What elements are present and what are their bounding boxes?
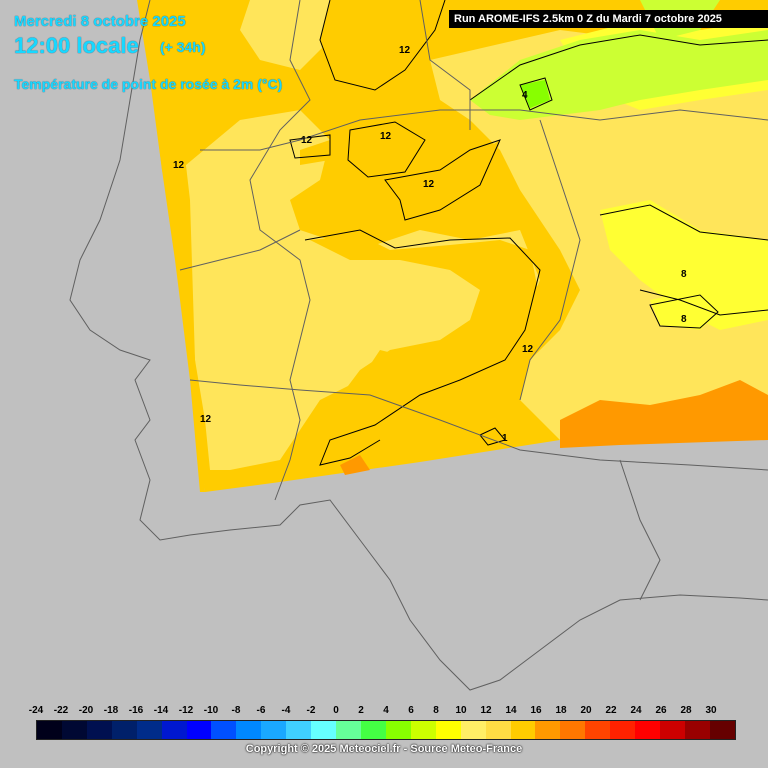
forecast-date: Mercredi 8 octobre 2025 [14, 13, 186, 30]
legend-tick-label: -14 [153, 705, 169, 716]
field-orange [300, 140, 330, 165]
legend-swatch [186, 721, 212, 739]
legend-swatch [585, 721, 611, 739]
legend-swatch [635, 721, 661, 739]
contour-label: 12 [522, 344, 534, 355]
legend-swatch [61, 721, 87, 739]
legend-swatch [311, 721, 337, 739]
field-dark-orange [560, 380, 768, 448]
legend-tick-label: -24 [28, 705, 44, 716]
forecast-lead-time: (+ 34h) [160, 39, 206, 55]
contour-label: 12 [399, 45, 411, 56]
legend-tick-label: 24 [630, 705, 642, 716]
legend-tick-label: -22 [53, 705, 69, 716]
legend-tick-label: -12 [178, 705, 194, 716]
legend-swatch [360, 721, 386, 739]
field-orange [410, 140, 500, 220]
run-info: Run AROME-IFS 2.5km 0 Z du Mardi 7 octob… [449, 10, 768, 28]
field-orange [350, 120, 430, 175]
contour-label: 12 [173, 160, 185, 171]
legend-tick-label: 4 [383, 705, 389, 716]
legend-swatch [684, 721, 710, 739]
legend-tick-label: 26 [655, 705, 667, 716]
legend-swatch [410, 721, 436, 739]
legend-swatch [610, 721, 636, 739]
legend-swatch [236, 721, 262, 739]
contour-label: 4 [522, 90, 528, 101]
legend-tick-label: 10 [455, 705, 467, 716]
legend-swatch [660, 721, 685, 739]
field-yellow [600, 200, 768, 330]
legend-swatch [136, 721, 162, 739]
legend-swatch [286, 721, 312, 739]
contour-label: 1 [502, 433, 508, 444]
field-dark-orange [340, 455, 370, 475]
legend-swatch [485, 721, 511, 739]
legend-tick-label: 30 [705, 705, 717, 716]
legend-tick-label: -10 [203, 705, 219, 716]
legend-swatch [510, 721, 536, 739]
legend-swatch [709, 721, 735, 739]
field-light-yellow [180, 110, 540, 470]
legend-ticks: -24 -22 -20 -18 -16 -14 -12 -10 -8 -6 -4 -2 0 2 4 6 8 10 1… [24, 705, 744, 719]
copyright: Copyright © 2025 Meteociel.fr - Source M… [245, 743, 523, 755]
legend-swatch [535, 721, 561, 739]
contour-label: 8 [681, 314, 687, 325]
legend-color-bar [36, 720, 736, 740]
legend-swatch [111, 721, 137, 739]
legend-swatch [86, 721, 112, 739]
legend-swatch [435, 721, 461, 739]
legend-tick-label: 20 [580, 705, 592, 716]
legend-tick-label: -2 [306, 705, 316, 716]
legend-swatch [336, 721, 361, 739]
legend-tick-label: 14 [505, 705, 517, 716]
borders [69, 0, 768, 691]
field-light-yellow [430, 30, 768, 440]
legend-tick-label: 2 [358, 705, 364, 716]
legend-tick-label: -16 [128, 705, 144, 716]
legend-swatch [560, 721, 586, 739]
legend-swatch [37, 721, 62, 739]
variable-title: Température de point de rosée à 2m (°C) [14, 76, 283, 92]
legend-swatch [261, 721, 287, 739]
legend-tick-label: 28 [680, 705, 692, 716]
field-orange [310, 235, 540, 460]
legend-tick-label: -20 [78, 705, 94, 716]
contour-label: 12 [301, 135, 313, 146]
contour-label: 12 [380, 131, 392, 142]
legend-tick-label: -4 [281, 705, 291, 716]
legend-tick-label: -6 [256, 705, 266, 716]
field-yellow [650, 290, 720, 330]
contour-label: 8 [681, 269, 687, 280]
legend-tick-label: 8 [433, 705, 439, 716]
legend-tick-label: 12 [480, 705, 492, 716]
field-orange [320, 0, 440, 90]
legend-swatch [211, 721, 237, 739]
legend-tick-label: -8 [231, 705, 241, 716]
forecast-time: 12:00 locale [14, 33, 139, 58]
legend-tick-label: 18 [555, 705, 567, 716]
legend-swatch [385, 721, 411, 739]
legend-tick-label: 0 [333, 705, 339, 716]
contour-label: 12 [423, 179, 435, 190]
legend-tick-label: 16 [530, 705, 542, 716]
legend-tick-label: 22 [605, 705, 617, 716]
legend-tick-label: 6 [408, 705, 414, 716]
contour-label: 12 [200, 414, 212, 425]
field-green [520, 80, 550, 108]
contour-lines [289, 0, 768, 466]
legend-swatch [161, 721, 187, 739]
field-light-yellow [240, 0, 340, 70]
legend-swatch [460, 721, 486, 739]
field-orange-coast [150, 70, 205, 492]
legend-tick-label: -18 [103, 705, 119, 716]
